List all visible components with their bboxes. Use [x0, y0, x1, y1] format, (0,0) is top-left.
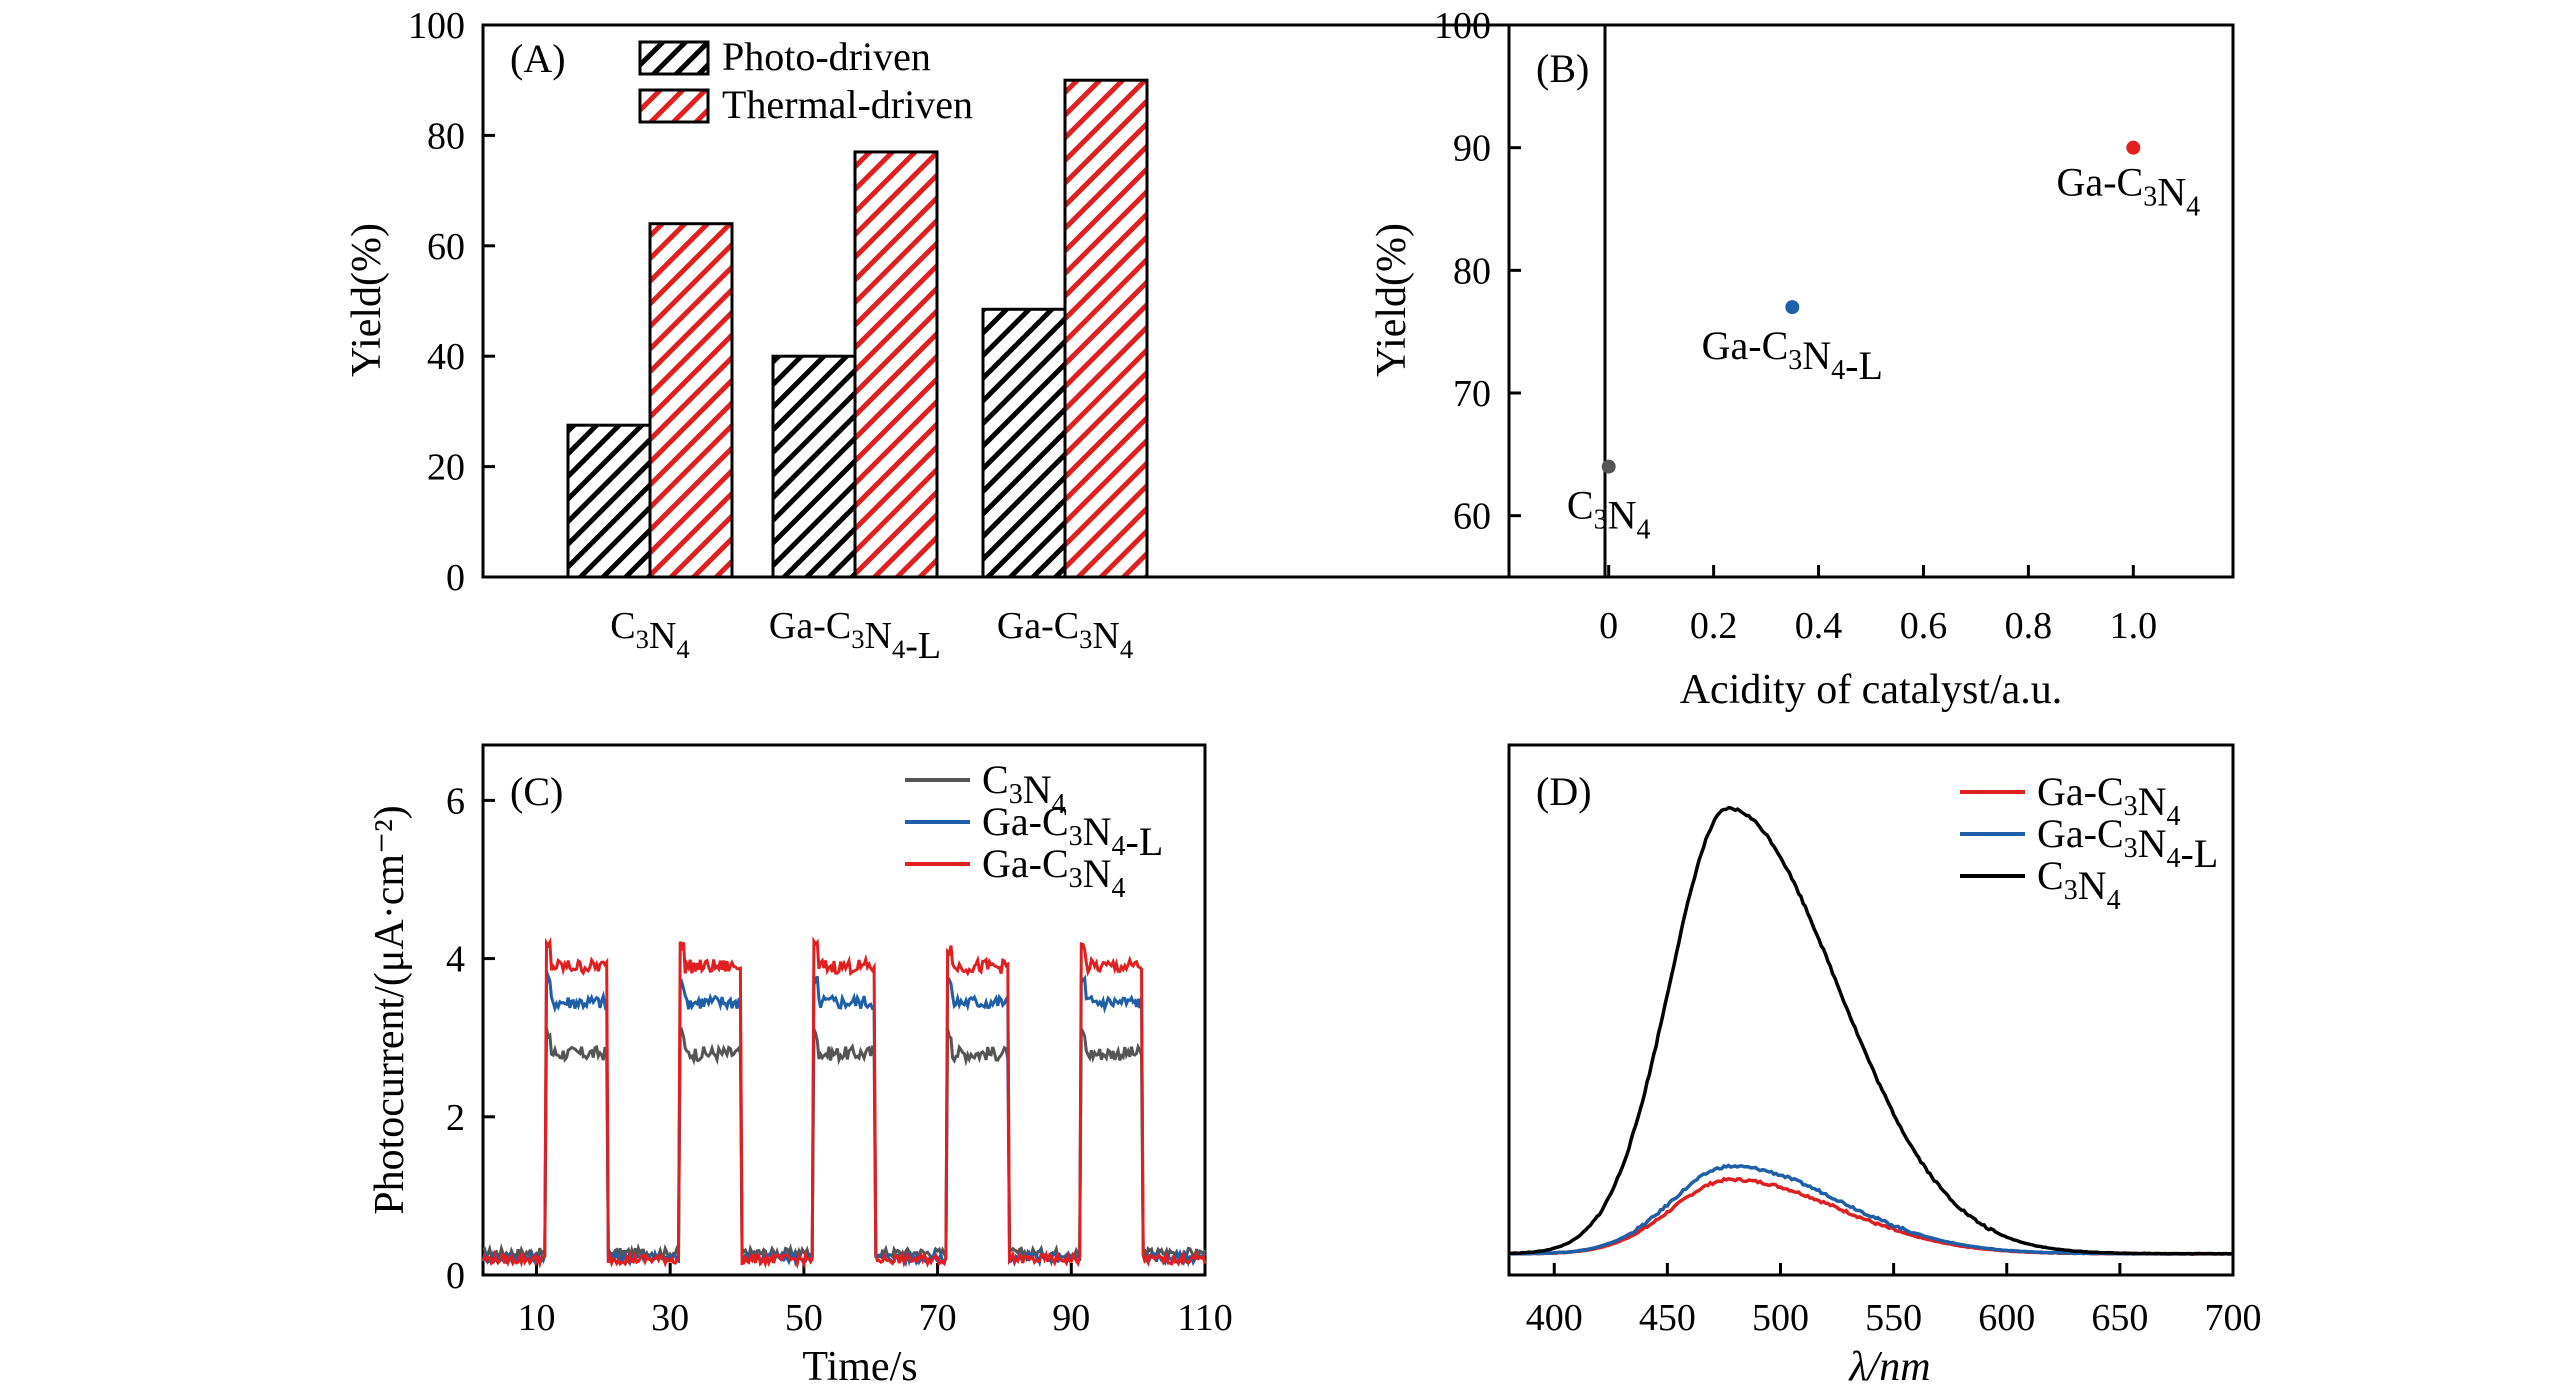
bar-thermal-0: [648, 222, 734, 579]
a-ytick-label: 40: [427, 336, 465, 378]
b-ytick-label: 60: [1453, 496, 1491, 538]
b-xtick-label: 0: [1599, 605, 1618, 647]
a-ytick-label: 60: [427, 226, 465, 268]
panel-label-d: (D): [1536, 769, 1592, 814]
d-legend-label-2: C3N4: [2037, 853, 2121, 916]
x-axis-label-b: Acidity of catalyst/a.u.: [1680, 667, 2063, 713]
point-1: [1785, 300, 1800, 315]
d-axis-ticks: 400 450 500 550 600 650 700: [1526, 1263, 2262, 1339]
c-legend-label-0: C3N4: [982, 757, 1066, 820]
y-axis-label-b: Yield(%): [1369, 223, 1415, 377]
d-xtick-label: 700: [2205, 1297, 2262, 1339]
a-ytick-label: 0: [446, 557, 465, 599]
b-ytick-label: 90: [1453, 128, 1491, 170]
legend-label-1: Thermal-driven: [722, 82, 973, 127]
a-ytick-label: 80: [427, 115, 465, 157]
c-lines: [481, 936, 1207, 1270]
b-ytick-label: 70: [1453, 373, 1491, 415]
panel-d: (D) λ/nm 400 450 500 550 600 650 700 Ga-C3N4Ga…: [1507, 743, 2262, 1390]
c-series-1: [481, 970, 1207, 1268]
b-xtick-label: 0.6: [1900, 605, 1948, 647]
y-axis-label-c: Photocurrent/(μA·cm⁻²): [367, 805, 413, 1215]
a-category-label: C3N4: [610, 605, 689, 664]
d-xtick-label: 650: [2091, 1297, 2148, 1339]
d-xtick-label: 600: [1978, 1297, 2035, 1339]
panel-a: (A) Yield(%) 0 20 40 60 80 100 C3N4 Ga-C3N4-L G…: [344, 5, 1607, 667]
d-series-2: [1509, 805, 2234, 1256]
plot-frame-d: [1507, 743, 2235, 1277]
a-ytick-label: 20: [427, 447, 465, 489]
a-category-labels: C3N4 Ga-C3N4-L Ga-C3N4: [610, 605, 1133, 667]
c-xtick-label: 50: [785, 1297, 823, 1339]
point-label-2: Ga-C3N4: [2057, 160, 2201, 223]
bar-photo-2: [981, 307, 1067, 579]
c-ytick-label: 4: [446, 939, 465, 981]
d-xtick-label: 400: [1526, 1297, 1583, 1339]
a-bars: [566, 78, 1149, 579]
b-ytick-label: 80: [1453, 250, 1491, 292]
c-series-2: [481, 936, 1207, 1270]
c-legend-label-1: Ga-C3N4-L: [982, 799, 1163, 864]
d-xtick-label: 550: [1865, 1297, 1922, 1339]
c-xtick-label: 30: [651, 1297, 689, 1339]
a-ytick-label: 100: [408, 5, 465, 47]
c-legend-label-2: Ga-C3N4: [982, 841, 1126, 904]
plot-frame-c: [481, 743, 1207, 1277]
b-xtick-label: 1.0: [2110, 605, 2158, 647]
legend-swatch-0: [638, 40, 710, 76]
panel-label-a: (A): [510, 36, 566, 81]
bar-photo-1: [771, 354, 857, 579]
c-xtick-label: 10: [517, 1297, 555, 1339]
c-xtick-label: 110: [1177, 1297, 1233, 1339]
d-xtick-label: 500: [1752, 1297, 1809, 1339]
d-xtick-label: 450: [1639, 1297, 1696, 1339]
c-series-0: [482, 1023, 1207, 1263]
c-xtick-label: 90: [1052, 1297, 1090, 1339]
b-xtick-label: 0.4: [1795, 605, 1843, 647]
x-axis-label-c: Time/s: [802, 1344, 917, 1390]
d-legend-label-0: Ga-C3N4: [2037, 769, 2181, 832]
panel-c: (C) Photocurrent/(μA·cm⁻²) Time/s 0 2 4 6 10…: [367, 743, 1233, 1390]
c-ytick-label: 2: [446, 1097, 465, 1139]
bar-thermal-2: [1063, 78, 1149, 579]
plot-frame-b: [1507, 23, 2235, 579]
c-ytick-label: 6: [446, 780, 465, 822]
bar-photo-0: [566, 423, 652, 579]
a-category-label: Ga-C3N4: [997, 605, 1133, 664]
b-points: C3N4 Ga-C3N4-L Ga-C3N4: [1567, 140, 2201, 546]
x-axis-label-d: λ/nm: [1847, 1344, 1930, 1390]
c-ytick-label: 0: [446, 1255, 465, 1297]
b-ytick-label: 100: [1434, 5, 1491, 47]
legend-swatch-1: [638, 88, 710, 124]
c-xtick-label: 70: [919, 1297, 957, 1339]
legend-label-0: Photo-driven: [722, 34, 931, 79]
b-xtick-label: 0.2: [1690, 605, 1738, 647]
point-label-1: Ga-C3N4-L: [1702, 323, 1883, 388]
b-xtick-label: 0.8: [2005, 605, 2053, 647]
d-lines: [1508, 805, 2234, 1256]
panel-b: (B) Yield(%) Acidity of catalyst/a.u. 60…: [1369, 5, 2235, 713]
panel-label-c: (C): [510, 769, 563, 814]
d-legend-label-1: Ga-C3N4-L: [2037, 811, 2218, 876]
point-2: [2126, 140, 2141, 155]
panel-label-b: (B): [1536, 46, 1589, 91]
point-0: [1601, 459, 1616, 474]
point-label-0: C3N4: [1567, 483, 1651, 546]
b-axis-ticks: 60 70 80 90 100 0 0.2 0.4 0.6 0.8 1.0: [1434, 5, 2157, 647]
y-axis-label-a: Yield(%): [344, 223, 390, 377]
bar-thermal-1: [853, 150, 939, 579]
a-category-label: Ga-C3N4-L: [769, 605, 941, 667]
a-axis-ticks: 0 20 40 60 80 100: [408, 5, 495, 599]
